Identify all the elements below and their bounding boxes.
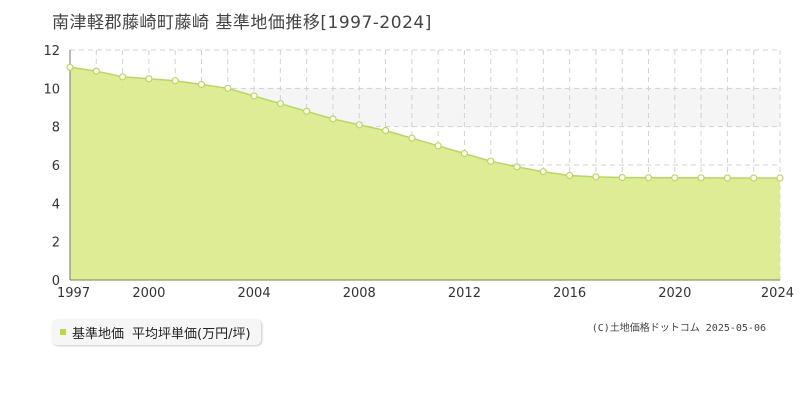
data-point-2014 [513,163,521,171]
data-point-2008 [355,121,363,129]
data-point-1998 [92,67,100,75]
data-point-2010 [408,134,416,142]
data-point-1999 [118,73,127,81]
x-tick-label-2012: 2012 [448,286,481,300]
data-point-2009 [382,126,390,135]
y-tick-label-10: 10 [43,82,60,97]
data-point-2007 [329,115,337,123]
legend-swatch [60,329,66,335]
x-tick-label-2004: 2004 [238,286,271,300]
x-tick-label-2016: 2016 [553,286,586,300]
y-tick-labels: 0 2 4 6 8 10 12 [43,44,60,289]
data-point-2021 [697,174,705,182]
data-point-2016 [565,171,574,180]
legend-series-name: 基準地価 [72,326,125,342]
copyright-credit: (C)土地価格ドットコム 2025-05-06 [591,323,766,334]
data-point-2017 [592,173,600,181]
data-point-2006 [303,107,311,115]
y-tick-label-8: 8 [52,121,60,136]
y-tick-label-2: 2 [52,236,60,251]
data-point-2019 [644,174,653,182]
x-tick-label-2024: 2024 [761,286,794,300]
land-price-area-chart: 1997 2000 2004 2008 2012 2016 2020 2024 0 2 4 6 8 10… [43,44,794,300]
data-point-2013 [487,157,495,165]
x-tick-labels: 1997 2000 2004 2008 2012 2016 2020 2024 [57,286,794,300]
data-point-2000 [145,75,153,83]
series-line [69,66,780,179]
y-tick-label-6: 6 [52,159,60,174]
data-point-2012 [460,149,468,158]
series-area-fill [70,67,780,280]
legend-unit: 平均坪単価(万円/坪) [132,326,251,342]
y-tick-label-12: 12 [43,44,60,59]
x-tick-label-1997: 1997 [57,286,90,300]
legend: 基準地価 平均坪単価(万円/坪) [52,319,261,345]
x-tick-label-2000: 2000 [132,286,165,300]
data-point-2022 [723,174,732,182]
data-point-2005 [276,100,284,108]
data-point-2015 [539,168,547,176]
data-point-2001 [171,77,179,85]
data-point-2023 [750,174,758,182]
data-point-2020 [671,174,679,182]
chart-title: 南津軽郡藤崎町藤崎 基準地価推移[1997-2024] [52,13,432,33]
data-point-2004 [250,92,258,100]
data-point-2003 [224,84,232,92]
data-point-1997 [66,63,74,71]
x-tick-label-2008: 2008 [343,286,376,300]
data-point-2024 [776,174,784,182]
data-points [66,63,784,182]
x-tick-label-2020: 2020 [658,286,691,300]
data-point-2011 [434,142,442,150]
data-point-2002 [197,80,206,89]
data-point-2018 [618,173,626,182]
y-tick-label-0: 0 [52,274,60,289]
y-tick-label-4: 4 [52,197,60,212]
